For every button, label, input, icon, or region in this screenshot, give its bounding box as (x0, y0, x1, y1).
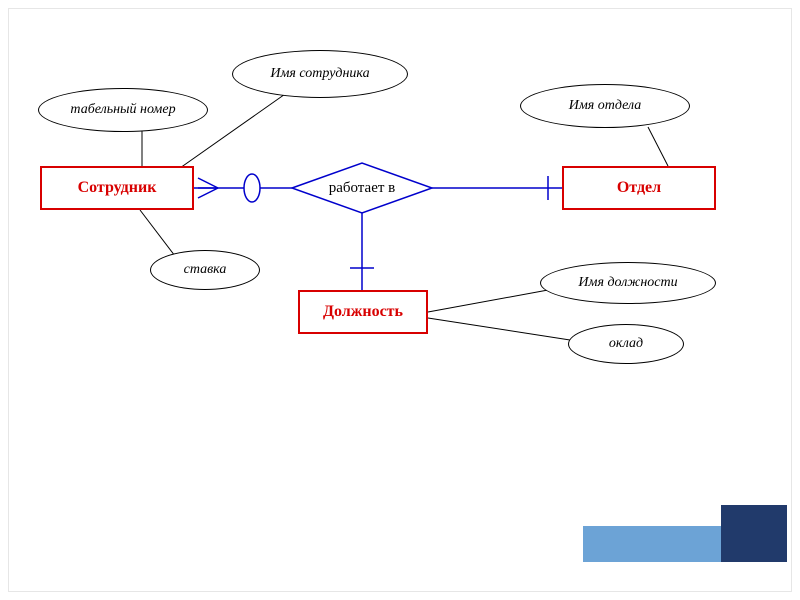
attr-pos-name-label: Имя должности (578, 275, 677, 290)
relationship-text: работает в (329, 180, 396, 197)
attr-tab-no: табельный номер (38, 88, 208, 132)
decor-bar-dark (721, 505, 787, 562)
relationship-label: работает в (302, 176, 422, 200)
decor-bar-light (583, 526, 721, 562)
entity-department-label: Отдел (617, 179, 661, 197)
attr-stake-label: ставка (184, 262, 227, 277)
attr-dept-name-label: Имя отдела (569, 98, 642, 113)
attr-salary: оклад (568, 324, 684, 364)
entity-department: Отдел (562, 166, 716, 210)
attr-dept-name: Имя отдела (520, 84, 690, 128)
attr-emp-name: Имя сотрудника (232, 50, 408, 98)
attr-stake: ставка (150, 250, 260, 290)
entity-employee-label: Сотрудник (78, 179, 157, 197)
attr-pos-name: Имя должности (540, 262, 716, 304)
attr-emp-name-label: Имя сотрудника (270, 66, 369, 81)
attr-tab-no-label: табельный номер (70, 102, 175, 117)
attr-salary-label: оклад (609, 336, 643, 351)
entity-employee: Сотрудник (40, 166, 194, 210)
entity-position-label: Должность (323, 303, 403, 321)
entity-position: Должность (298, 290, 428, 334)
